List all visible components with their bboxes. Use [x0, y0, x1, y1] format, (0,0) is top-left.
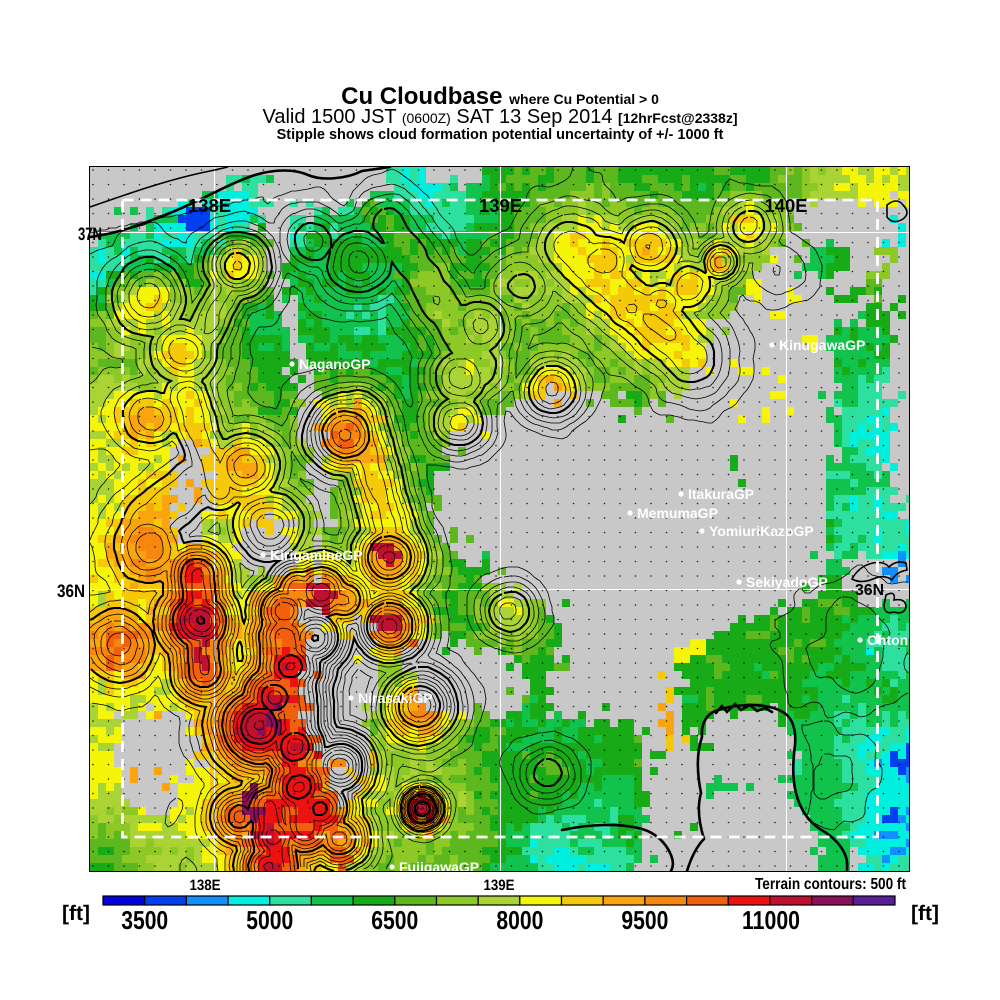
svg-text:3500: 3500 [121, 905, 168, 935]
svg-text:[ft]: [ft] [62, 902, 90, 925]
svg-text:138E: 138E [190, 877, 221, 894]
svg-text:9500: 9500 [621, 905, 668, 935]
svg-text:KirigamineGP: KirigamineGP [270, 547, 363, 563]
svg-text:138E: 138E [188, 196, 231, 216]
svg-text:36N: 36N [855, 582, 884, 599]
svg-text:YomiuriKazoGP: YomiuriKazoGP [709, 523, 814, 539]
svg-text:139E: 139E [484, 877, 515, 894]
svg-text:OhtoneGP: OhtoneGP [867, 632, 909, 648]
svg-text:6500: 6500 [371, 905, 418, 935]
svg-text:5000: 5000 [246, 905, 293, 935]
svg-text:FujigawaGP: FujigawaGP [399, 859, 479, 871]
svg-text:ItakuraGP: ItakuraGP [688, 486, 754, 502]
svg-text:KinugawaGP: KinugawaGP [779, 337, 865, 353]
svg-text:140E: 140E [765, 196, 808, 216]
svg-text:37N: 37N [78, 224, 102, 244]
svg-text:8000: 8000 [496, 905, 543, 935]
svg-text:[ft]: [ft] [911, 902, 939, 925]
svg-text:NaganoGP: NaganoGP [299, 356, 371, 372]
svg-text:36N: 36N [57, 581, 85, 601]
svg-text:11000: 11000 [742, 905, 800, 935]
svg-text:SekiyadoGP: SekiyadoGP [746, 574, 828, 590]
svg-text:139E: 139E [479, 196, 522, 216]
svg-text:MemumaGP: MemumaGP [637, 505, 718, 521]
svg-text:Terrain contours: 500 ft: Terrain contours: 500 ft [755, 876, 907, 893]
svg-text:NirasakiGP: NirasakiGP [358, 690, 433, 706]
